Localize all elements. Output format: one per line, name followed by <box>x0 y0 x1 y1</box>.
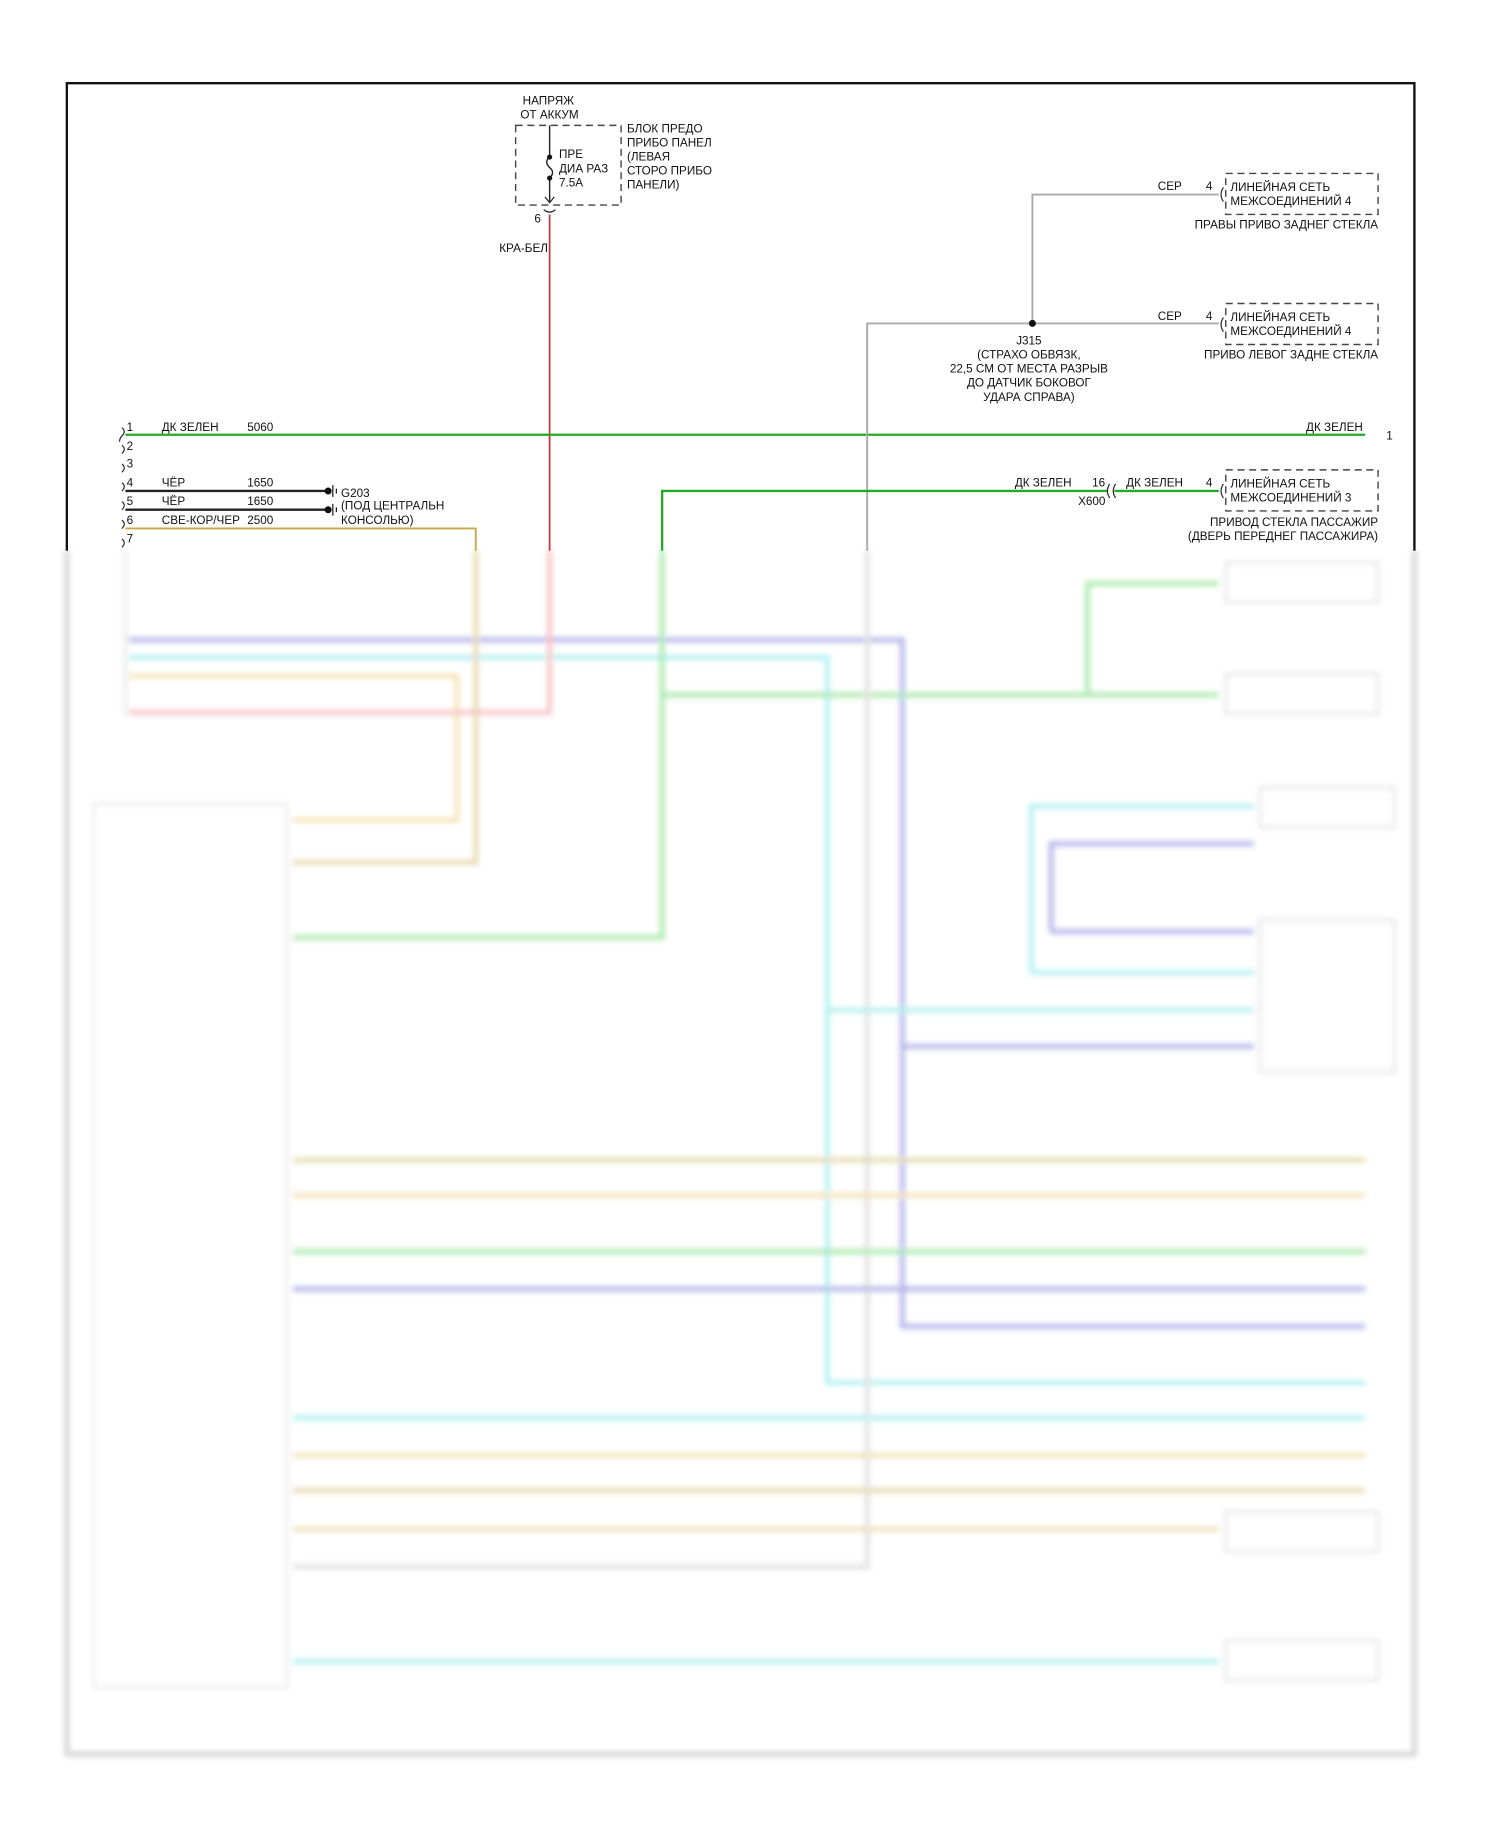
pin-number: 16 <box>1092 476 1105 489</box>
component-caption: ПРИВОД СТЕКЛА ПАССАЖИР <box>1210 516 1378 529</box>
splice-label: (СТРАХО ОБВЯЗК, <box>977 349 1081 362</box>
pin-number: 4 <box>1206 476 1213 489</box>
fuse-block-label: ПАНЕЛИ) <box>627 179 680 192</box>
fuse-source-label: НАПРЯЖ <box>523 94 575 107</box>
inline-connector-icon <box>1106 483 1224 499</box>
ground-label: G203 <box>341 487 370 500</box>
wire-circuit-label: 1650 <box>247 476 274 489</box>
pin-number: 6 <box>127 514 134 527</box>
fuse-block-label: БЛОК ПРЕДО <box>627 122 703 135</box>
splice-label: J315 <box>1016 335 1042 348</box>
fuse-block-label: ПРИБО ПАНЕЛ <box>627 136 712 149</box>
component-label: ЛИНЕЙНАЯ СЕТЬ <box>1230 181 1330 194</box>
fuse-source-label-2: ОТ АККУМ <box>520 108 578 121</box>
fuse-label: ПРЕ <box>559 148 583 161</box>
pin-number: 4 <box>1206 180 1213 193</box>
wire-color-label: ДК ЗЕЛЕН <box>162 421 219 434</box>
wire-color-label: ДК ЗЕЛЕН <box>1306 421 1363 434</box>
splice-label: 22,5 СМ ОТ МЕСТА РАЗРЫВ <box>950 363 1108 376</box>
fuse-label-2: ДИА РАЗ <box>559 162 608 175</box>
gray-wire-group: СЕР 4 СЕР 4 ЛИНЕЙНАЯ СЕТЬ МЕЖСОЕДИНЕНИЙ … <box>866 172 1379 551</box>
yellow-wire-6 <box>125 527 477 551</box>
diagram-frame <box>65 82 1416 551</box>
wire-color-label: ЧЁР <box>162 495 186 508</box>
component-label: МЕЖСОЕДИНЕНИЙ 4 <box>1230 195 1351 208</box>
wire-color-label: СЕР <box>1158 180 1182 193</box>
component-caption: ПРИВО ЛЕВОГ ЗАДНЕ СТЕКЛА <box>1204 349 1378 362</box>
pin-number: 1 <box>127 421 134 434</box>
connector-label: X600 <box>1078 495 1106 508</box>
fuse-wire-color: КРА-БЕЛ <box>499 242 548 255</box>
component-label: ЛИНЕЙНАЯ СЕТЬ <box>1230 477 1330 490</box>
left-connector: 1 2 3 4 5 6 7 ДК ЗЕЛЕН 5060 ЧЁР 1650 ЧЁР… <box>118 421 1393 551</box>
ground-label: КОНСОЛЬЮ) <box>341 514 414 527</box>
component-caption: ПРАВЫ ПРИВО ЗАДНЕГ СТЕКЛА <box>1195 219 1379 232</box>
wire-circuit-label: 1650 <box>247 495 274 508</box>
component-label: МЕЖСОЕДИНЕНИЙ 4 <box>1230 325 1351 338</box>
splice-dot <box>1028 319 1036 327</box>
fuse-block-label: (ЛЕВАЯ <box>627 151 670 164</box>
blurred-lower-section <box>64 550 1417 1757</box>
component-label: ЛИНЕЙНАЯ СЕТЬ <box>1230 311 1330 324</box>
fuse-block-label: СТОРО ПРИБО <box>627 165 712 178</box>
ground-label: (ПОД ЦЕНТРАЛЬН <box>341 500 444 513</box>
splice-label: ДО ДАТЧИК БОКОВОГ <box>967 377 1091 390</box>
fuse-pin: 6 <box>534 213 541 226</box>
pin-number: 4 <box>1206 310 1213 323</box>
wire-color-label: СВЕ-КОР/ЧЕР <box>162 514 240 527</box>
pin-number: 7 <box>127 533 134 546</box>
pin-number: 3 <box>127 458 134 471</box>
ground-icon <box>324 485 337 516</box>
wire-circuit-label: 5060 <box>247 421 274 434</box>
pin-number: 2 <box>127 440 134 453</box>
green-wire-2-group: ДК ЗЕЛЕН 16 X600 ДК ЗЕЛЕН 4 ЛИНЕЙНАЯ СЕТ… <box>660 469 1379 551</box>
component-caption: (ДВЕРЬ ПЕРЕДНЕГ ПАССАЖИРА) <box>1188 530 1378 543</box>
fuse-block: НАПРЯЖ ОТ АККУМ ПРЕ ДИА РАЗ 7.5А БЛОК ПР… <box>499 94 712 551</box>
wire-color-label: ДК ЗЕЛЕН <box>1126 476 1183 489</box>
component-label: МЕЖСОЕДИНЕНИЙ 3 <box>1230 492 1351 505</box>
wire-color-label: СЕР <box>1158 310 1182 323</box>
pin-number: 4 <box>127 476 134 489</box>
splice-label: УДАРА СПРАВА) <box>983 391 1075 404</box>
wire-circuit-label: 2500 <box>247 514 274 527</box>
wire-ref: 1 <box>1386 429 1393 442</box>
pin-number: 5 <box>127 495 134 508</box>
fuse-rating: 7.5А <box>559 176 583 189</box>
fuse-icon <box>545 156 554 179</box>
wire-color-label: ДК ЗЕЛЕН <box>1015 476 1072 489</box>
wire-color-label: ЧЁР <box>162 476 186 489</box>
